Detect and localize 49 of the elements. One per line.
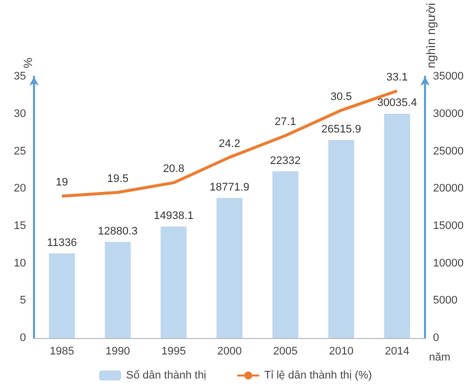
bar [328, 140, 354, 338]
data-label: 18771.9 [210, 181, 250, 194]
x-tick-label: 1995 [161, 346, 186, 358]
y2-tick-label: 35000 [433, 70, 464, 83]
data-label: 33.1 [386, 71, 408, 84]
data-label: 27.1 [274, 116, 296, 128]
data-label: 19 [56, 176, 68, 189]
y2-tick-label: 25000 [433, 145, 464, 158]
x-tick-label: 2000 [217, 346, 242, 358]
data-label: 12880.3 [98, 225, 138, 238]
bar [160, 226, 187, 338]
y2-tick-label: 10000 [433, 257, 464, 270]
y-tick-label: 5 [20, 294, 26, 307]
x-tick-label: 1990 [106, 346, 130, 358]
y2-tick-label: 15000 [433, 220, 464, 232]
y2-tick-label: 30000 [433, 108, 464, 120]
x-tick-label: 2010 [328, 346, 354, 358]
bar [272, 171, 298, 338]
y-tick-label: 10 [14, 257, 26, 270]
x-tick-label: 2014 [384, 346, 410, 358]
y-tick-label: 0 [20, 332, 26, 344]
bar [216, 198, 242, 338]
y2-tick-label: 5000 [433, 294, 458, 307]
y-tick-label: 30 [14, 108, 26, 120]
data-label: 22332 [270, 154, 301, 167]
x-tick-label: 2005 [273, 346, 298, 358]
data-label: 30035.4 [377, 97, 417, 110]
y-tick-label: 15 [14, 220, 26, 232]
data-label: 30.5 [330, 90, 352, 103]
y-tick-label: 35 [14, 70, 26, 83]
bar [48, 253, 75, 338]
y-tick-label: 20 [14, 182, 26, 195]
legend-label: Tỉ lệ dân thành thị (%) [264, 370, 372, 382]
y2-axis-title: nghìn người [424, 3, 438, 68]
bar [104, 242, 131, 338]
data-label: 14938.1 [154, 210, 194, 222]
y-tick-label: 25 [14, 145, 26, 158]
data-label: 19.5 [107, 172, 128, 185]
x-axis-title: năm [429, 352, 450, 364]
data-label: 20.8 [162, 163, 184, 176]
data-label: 26515.9 [321, 124, 362, 136]
x-tick-label: 1985 [50, 346, 74, 358]
y2-tick-label: 20000 [433, 182, 464, 195]
y-axis-title: % [21, 57, 35, 68]
data-label: 11336 [47, 236, 77, 249]
y2-tick-label: 0 [433, 332, 440, 344]
data-label: 24.2 [218, 138, 240, 150]
bar [384, 114, 410, 338]
legend-label: Số dân thành thị [126, 370, 206, 382]
